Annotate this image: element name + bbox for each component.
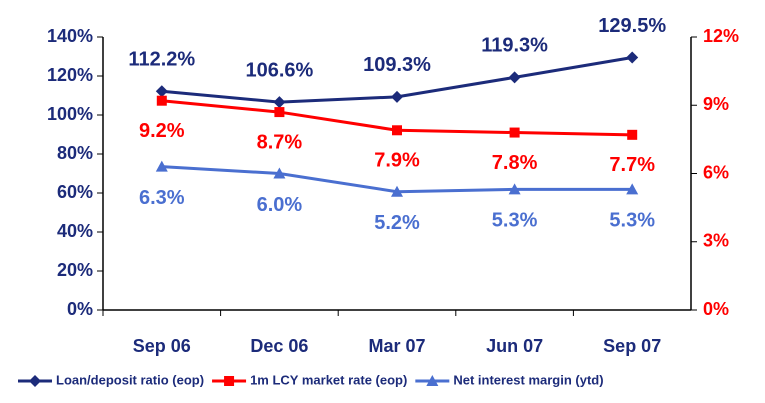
data-point [273,96,286,109]
y2-tick-label: 3% [703,231,729,251]
y2-tick-label: 6% [703,162,729,182]
data-point [156,95,167,106]
data-label: 5.3% [492,210,538,232]
data-label: 5.3% [609,210,655,232]
data-point [274,107,285,118]
y-tick-label: 80% [57,143,93,163]
data-label: 119.3% [481,35,548,57]
x-tick-label: Sep 06 [133,336,191,356]
data-point [626,51,639,64]
data-label: 5.2% [374,212,420,234]
x-tick-label: Mar 07 [368,336,425,356]
y2-tick-label: 0% [703,299,729,319]
data-point [626,183,639,195]
legend-label: Net interest margin (ytd) [453,372,603,387]
data-label: 9.2% [139,120,185,142]
data-point [627,129,638,140]
data-point [508,71,521,84]
x-tick-label: Sep 07 [603,336,661,356]
data-point [155,85,168,98]
data-point [508,183,521,195]
legend-label: 1m LCY market rate (eop) [250,372,407,387]
data-point [391,185,403,197]
y-tick-label: 60% [57,182,93,202]
y-tick-label: 100% [47,104,93,124]
data-point [392,125,402,136]
y-tick-label: 120% [47,65,93,85]
y2-tick-label: 12% [703,26,739,46]
x-tick-label: Jun 07 [486,336,543,356]
data-label: 7.7% [609,154,655,176]
data-label: 7.8% [492,152,538,174]
x-tick-label: Dec 06 [250,336,308,356]
data-point [155,160,168,172]
legend-marker [224,376,235,386]
data-point [391,90,403,103]
legend-marker [29,375,41,387]
y-tick-label: 40% [57,221,93,241]
data-label: 6.0% [257,194,303,216]
data-label: 109.3% [363,54,431,76]
legend-marker [426,375,439,386]
y-tick-label: 140% [47,26,93,46]
data-point [509,127,520,138]
data-label: 7.9% [374,150,420,172]
data-label: 6.3% [139,187,185,209]
y2-tick-label: 9% [703,94,729,114]
y-tick-label: 0% [67,299,93,319]
data-label: 112.2% [128,48,195,70]
y-tick-label: 20% [57,260,93,280]
data-label: 129.5% [598,15,666,37]
legend-label: Loan/deposit ratio (eop) [56,372,204,387]
data-label: 106.6% [245,59,313,81]
data-label: 8.7% [257,131,303,153]
data-point [273,167,286,179]
